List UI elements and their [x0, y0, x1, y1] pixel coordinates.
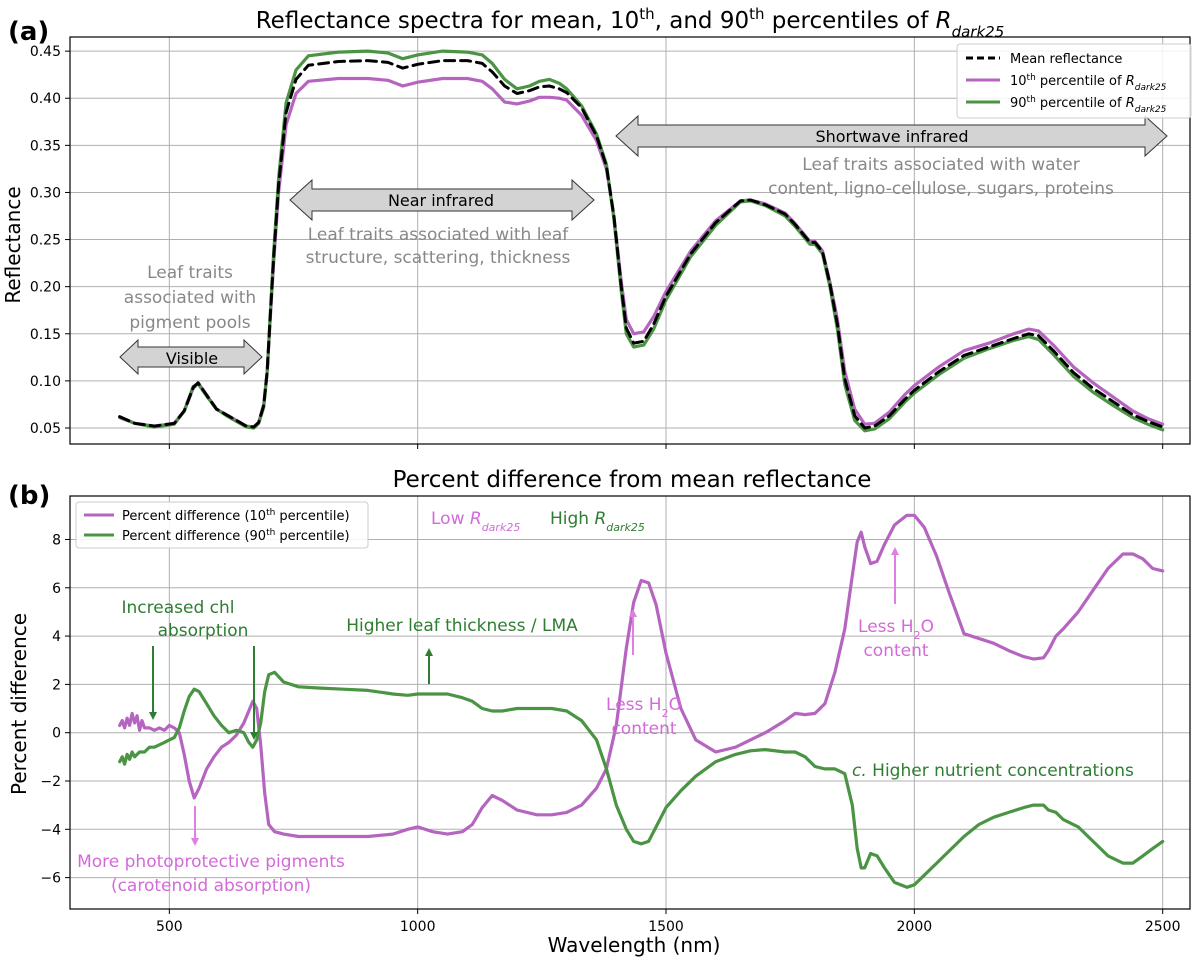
legend-b-p10-label: Percent difference (10th percentile)	[122, 508, 350, 524]
legend-mean-label: Mean reflectance	[1010, 52, 1122, 67]
series-line-a-mean-reflectance	[118, 59, 1165, 430]
tick-label-y: 0.05	[30, 421, 61, 437]
tick-label-y: 6	[52, 581, 61, 597]
tick-label-y: −2	[40, 774, 61, 790]
plot-frame-b	[69, 495, 1191, 910]
swir-band-label: Shortwave infrared	[815, 127, 968, 146]
tick-label-y: 0.15	[30, 327, 61, 343]
panel-b-xlabel: Wavelength (nm)	[548, 933, 721, 957]
tick-label-x: 500	[156, 919, 183, 935]
photo-note-line-1: More photoprotective pigments	[77, 852, 345, 872]
tick-label-y: 0.20	[30, 280, 61, 296]
series-line-b-percent-difference-90th-percentile-	[118, 670, 1165, 889]
nir-band-label: Near infrared	[388, 191, 494, 210]
tick-label-y: 0.45	[30, 44, 61, 60]
legend-b-p90-label: Percent difference (90th percentile)	[122, 528, 350, 544]
nir-band-arrow: Near infrared	[289, 178, 595, 222]
panel-a-label: (a)	[8, 17, 49, 47]
tick-label-y: 4	[52, 629, 61, 645]
panel-b-ticks: 500 1000 1500 2000 2500 −6 −4 −2 0 2 4 6 8	[40, 495, 1191, 935]
panel-b-title: Percent difference from mean reflectance	[393, 467, 872, 493]
panel-b-label: (b)	[8, 481, 50, 511]
tick-label-y: 0.10	[30, 374, 61, 390]
tick-label-y: 0.40	[30, 91, 61, 107]
series-line-b-percent-difference-10th-percentile-	[118, 513, 1165, 839]
visible-note-line-1: Leaf traits	[147, 263, 233, 283]
h2o-note-1-line-1: Less H2O	[606, 695, 682, 720]
high-rdark25-label: High Rdark25	[550, 509, 645, 534]
panel-b-grid	[70, 496, 1190, 909]
plot-frame-a	[69, 36, 1191, 445]
panel-a-legend: Mean reflectance 10th percentile of Rdar…	[956, 43, 1192, 119]
tick-label-x: 1500	[648, 919, 684, 935]
panel-a-title: Reflectance spectra for mean, 10th, and …	[256, 5, 1005, 41]
nutrient-note: c. Higher nutrient concentrations	[852, 761, 1134, 781]
tick-label-y: 0	[52, 726, 61, 742]
swir-note-line-2: content, ligno-cellulose, sugars, protei…	[768, 179, 1114, 199]
tick-label-y: −4	[40, 822, 61, 838]
low-rdark25-label: Low Rdark25	[431, 509, 520, 534]
panel-a-ticks: 0.05 0.10 0.15 0.20 0.25 0.30 0.35 0.40 0.45	[30, 36, 1191, 449]
swir-note-line-1: Leaf traits associated with water	[802, 155, 1079, 175]
tick-label-y: 0.25	[30, 233, 61, 249]
panel-a-series	[118, 49, 1165, 433]
panel-b: (b) Percent difference from mean reflect…	[7, 467, 1191, 957]
panel-b-legend: Percent difference (10th percentile) Per…	[75, 501, 369, 549]
h2o-note-1-line-2: content	[611, 719, 676, 739]
tick-label-x: 2000	[897, 919, 933, 935]
tick-label-y: 0.30	[30, 185, 61, 201]
panel-a-ylabel: Reflectance	[1, 186, 25, 303]
visible-note-line-2: associated with	[124, 288, 256, 308]
photo-note-line-2: (carotenoid absorption)	[111, 876, 311, 896]
tick-label-x: 2500	[1145, 919, 1181, 935]
tick-label-y: 0.35	[30, 138, 61, 154]
chl-note-line-2: absorption	[158, 621, 249, 641]
panel-a: (a) Reflectance spectra for mean, 10th, …	[1, 5, 1192, 449]
tick-label-y: 8	[52, 532, 61, 548]
swir-band-arrow: Shortwave infrared	[615, 114, 1168, 158]
nir-note-line-2: structure, scattering, thickness	[306, 248, 571, 268]
h2o-note-2-line-2: content	[863, 641, 928, 661]
tick-label-y: 2	[52, 677, 61, 693]
tick-label-y: −6	[40, 871, 61, 887]
legend-p90-label: 90th percentile of Rdark25	[1010, 95, 1167, 115]
legend-p10-label: 10th percentile of Rdark25	[1010, 73, 1167, 93]
h2o-note-2-line-1: Less H2O	[858, 617, 934, 642]
panel-b-ylabel: Percent difference	[7, 613, 31, 795]
nir-note-line-1: Leaf traits associated with leaf	[308, 225, 570, 245]
chl-note-line-1: Increased chl	[122, 598, 235, 618]
visible-band-label: Visible	[166, 349, 218, 368]
lma-note: Higher leaf thickness / LMA	[346, 616, 578, 636]
visible-note-line-3: pigment pools	[129, 313, 250, 333]
visible-band-arrow: Visible	[119, 338, 263, 376]
tick-label-x: 1000	[400, 919, 436, 935]
panel-b-series	[118, 513, 1165, 889]
